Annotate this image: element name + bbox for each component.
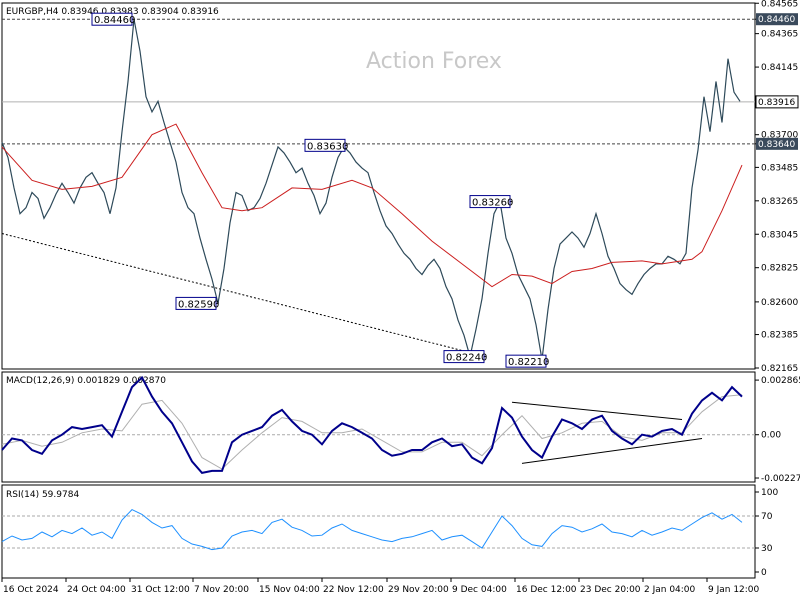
x-tick-label: 9 Dec 04:00 — [452, 585, 507, 595]
price-level-tag-label: 0.83640 — [758, 140, 795, 150]
x-axis: 16 Oct 2024 24 Oct 04:00 31 Oct 12:00 7 Nov… — [1, 578, 760, 595]
rsi-line — [1, 508, 743, 551]
price-callout-label: 0.82210 — [508, 357, 549, 368]
price-panel-frame — [1, 2, 756, 370]
price-callout-box — [443, 350, 485, 364]
x-tick-label: 2 Jan 04:00 — [644, 585, 696, 595]
price-level-tag — [755, 95, 799, 109]
watermark: Action Forex — [366, 49, 502, 74]
price-callout-box — [175, 296, 217, 310]
price-y-tick-label: 0.82385 — [761, 331, 798, 341]
rsi-y-tick-label: 30 — [761, 544, 773, 554]
price-y-tick-label: 0.83045 — [761, 230, 798, 240]
price-plot: 0.84565 0.84365 0.84145 0.83700 0.83485 0.832… — [1, 0, 799, 374]
price-level-tag-label: 0.83916 — [758, 98, 795, 108]
price-callout-label: 0.84460 — [94, 15, 135, 26]
price-level-tag — [756, 13, 798, 26]
price-y-tick-label: 0.83265 — [761, 197, 798, 207]
price-callout-label: 0.83260 — [472, 198, 513, 209]
rsi-y-tick-label: 70 — [761, 512, 773, 522]
x-tick-label: 7 Nov 20:00 — [194, 585, 249, 595]
price-callout-box — [469, 195, 511, 209]
price-callout-box — [91, 12, 133, 26]
macd-panel-title: MACD(12,26,9) 0.001829 0.002870 — [6, 376, 166, 386]
price-y-tick-label: 0.82165 — [761, 364, 798, 374]
price-y-tick-label: 0.82825 — [761, 264, 798, 274]
x-tick-label: 16 Oct 2024 — [3, 585, 59, 595]
support-trendline — [1, 233, 487, 358]
rsi-panel-frame — [1, 484, 756, 579]
price-callout-label: 0.82240 — [446, 353, 487, 364]
price-y-tick-label: 0.84145 — [761, 63, 798, 73]
rsi-panel-title: RSI(14) 59.9784 — [6, 490, 79, 500]
price-y-tick-label: 0.84565 — [761, 0, 798, 9]
rsi-y-tick-label: 0 — [761, 568, 767, 578]
rsi-plot: 100 70 30 0 — [1, 488, 778, 578]
price-level-tag — [756, 137, 798, 150]
price-panel-title: EURGBP,H4 0.83946 0.83983 0.83904 0.8391… — [6, 7, 219, 17]
price-y-tick-label: 0.84365 — [761, 30, 798, 40]
x-tick-label: 23 Dec 20:00 — [580, 585, 641, 595]
macd-y-tick-label: 0.00 — [761, 431, 781, 441]
price-level-tag-label: 0.84460 — [758, 15, 795, 25]
price-series-line — [1, 19, 741, 360]
price-callout-box — [304, 138, 346, 152]
macd-signal-line — [1, 394, 743, 470]
x-tick-label: 16 Dec 12:00 — [516, 585, 577, 595]
moving-average-line — [1, 123, 743, 288]
price-y-tick-label: 0.83485 — [761, 163, 798, 173]
x-tick-label: 24 Oct 04:00 — [67, 585, 126, 595]
macd-y-tick-label: 0.002865 — [761, 376, 800, 386]
price-y-tick-label: 0.82600 — [761, 298, 798, 308]
x-tick-label: 29 Nov 20:00 — [388, 585, 449, 595]
macd-triangle-upper — [511, 401, 683, 420]
x-tick-label: 22 Nov 12:00 — [323, 585, 384, 595]
macd-main-line — [1, 375, 743, 474]
macd-panel-frame — [1, 371, 756, 483]
price-callout-label: 0.82590 — [178, 299, 219, 310]
price-callout-box — [505, 354, 547, 368]
price-y-tick-label: 0.83700 — [761, 131, 798, 141]
rsi-y-tick-label: 100 — [761, 488, 778, 498]
x-tick-label: 9 Jan 12:00 — [708, 585, 760, 595]
x-tick-label: 31 Oct 12:00 — [131, 585, 190, 595]
price-callout-label: 0.83630 — [307, 141, 348, 152]
macd-triangle-lower — [521, 438, 703, 464]
x-tick-label: 15 Nov 04:00 — [259, 585, 320, 595]
